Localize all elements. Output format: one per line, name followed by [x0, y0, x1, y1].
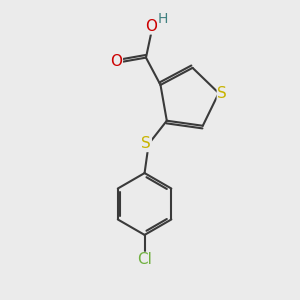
Text: O: O — [110, 54, 122, 69]
Text: Cl: Cl — [137, 252, 152, 267]
Text: S: S — [218, 85, 227, 100]
Text: O: O — [145, 19, 157, 34]
Text: H: H — [158, 12, 168, 26]
Text: S: S — [141, 136, 151, 152]
